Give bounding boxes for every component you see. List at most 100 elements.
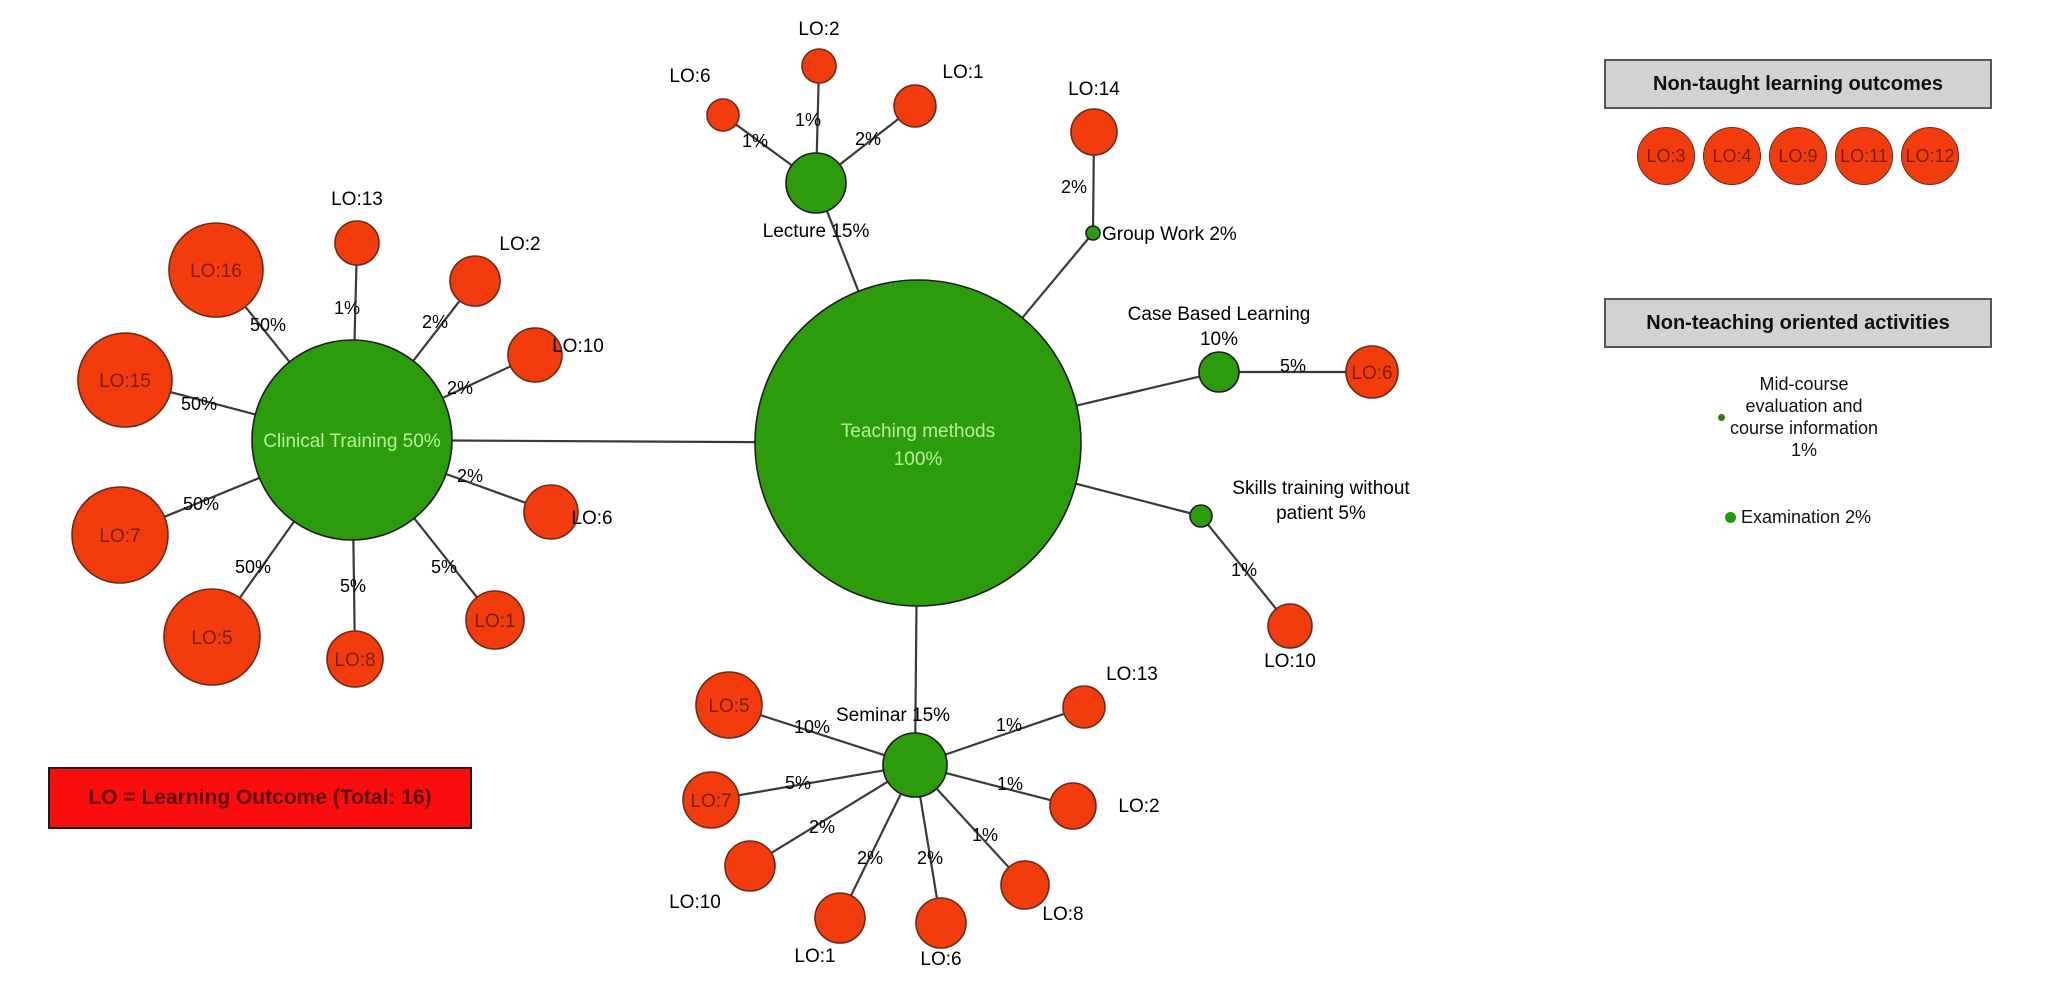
edge-seminar-to-outcome-20 — [919, 796, 939, 899]
mid-course-line-3: course information — [1729, 417, 1879, 438]
edge-percent-label-11: 1% — [795, 110, 821, 130]
mid-course-line-4: 1% — [1790, 439, 1817, 460]
edge-percent-label-23: 1% — [996, 715, 1022, 735]
edge-percent-label-21: 1% — [972, 825, 998, 845]
edge-clinical-to-outcome-6 — [442, 365, 511, 399]
edge-percent-label-15: 1% — [1231, 560, 1257, 580]
edge-percent-label-4: 1% — [334, 298, 360, 318]
edge-lecture-to-outcome-10 — [735, 123, 793, 167]
edge-percent-label-18: 2% — [809, 817, 835, 837]
legend-chip-lo-9[interactable]: LO:9 — [1769, 127, 1827, 185]
legend-non-taught-chips: LO:3 LO:4 LO:9 LO:11 LO:12 — [1604, 127, 1992, 185]
edge-groupwork-to-outcome-13 — [1091, 154, 1095, 227]
edge-center-to-seminar — [914, 605, 918, 734]
outcome-node-lo-2-11[interactable] — [801, 48, 837, 84]
edge-percent-label-8: 5% — [431, 557, 457, 577]
outcome-node-lo-13-4[interactable] — [334, 220, 380, 266]
legend-item-examination-label: Examination 2% — [1740, 506, 1872, 527]
method-label-skills: Skills training without patient 5% — [1232, 478, 1410, 524]
legend-chip-label: LO:4 — [1712, 145, 1752, 166]
edge-lecture-to-outcome-11 — [815, 82, 820, 154]
method-node-skills[interactable] — [1189, 504, 1213, 528]
edge-percent-label-3: 50% — [235, 557, 271, 577]
edge-percent-label-16: 10% — [794, 717, 830, 737]
outcome-node-lo-6-10[interactable] — [706, 98, 740, 132]
outcome-node-lo-1-8[interactable] — [465, 590, 525, 650]
edge-percent-label-14: 5% — [1280, 356, 1306, 376]
lo-definition-text: LO = Learning Outcome (Total: 16) — [88, 786, 432, 809]
edge-center-to-clinical — [451, 439, 756, 444]
center-node-teaching-methods[interactable] — [754, 279, 1082, 607]
legend-chip-label: LO:11 — [1840, 145, 1888, 166]
edge-clinical-to-outcome-9 — [352, 539, 356, 632]
small-green-dot-icon — [1717, 414, 1725, 422]
outcome-label-7: LO:6 — [571, 508, 612, 529]
edge-center-to-skills — [1075, 482, 1191, 515]
outcome-node-lo-1-12[interactable] — [893, 84, 937, 128]
legend-chip-lo-4[interactable]: LO:4 — [1703, 127, 1761, 185]
edge-percent-label-12: 2% — [855, 129, 881, 149]
edge-skills-to-outcome-15 — [1207, 523, 1278, 610]
lo-definition-legend: LO = Learning Outcome (Total: 16) — [48, 767, 472, 829]
outcome-node-lo-8-21[interactable] — [1000, 860, 1050, 910]
outcome-node-lo-10-6[interactable] — [507, 327, 563, 383]
outcome-node-lo-5-3[interactable] — [163, 588, 261, 686]
outcome-node-lo-2-22[interactable] — [1049, 782, 1097, 830]
outcome-label-18: LO:10 — [669, 892, 721, 913]
outcome-label-20: LO:6 — [920, 949, 961, 970]
legend-non-taught: Non-taught learning outcomes LO:3 LO:4 LO:… — [1604, 59, 1992, 185]
method-node-lecture[interactable] — [785, 152, 847, 214]
outcome-node-lo-15-1[interactable] — [77, 332, 173, 428]
edge-seminar-to-outcome-17 — [738, 769, 884, 797]
outcome-label-15: LO:10 — [1264, 651, 1316, 672]
edge-clinical-to-outcome-5 — [412, 300, 461, 362]
legend-item-mid-course: Mid-course evaluation and course informa… — [1604, 374, 1992, 462]
legend-item-mid-course-label: Mid-course evaluation and course informa… — [1730, 374, 1878, 462]
outcome-node-lo-13-23[interactable] — [1062, 685, 1106, 729]
method-node-cbl[interactable] — [1198, 351, 1240, 393]
outcome-node-lo-14-13[interactable] — [1070, 108, 1118, 156]
method-node-seminar[interactable] — [882, 732, 948, 798]
outcome-node-lo-7-2[interactable] — [71, 486, 169, 584]
edge-layer — [164, 82, 1346, 899]
legend-chip-lo-3[interactable]: LO:3 — [1637, 127, 1695, 185]
outcome-node-lo-5-16[interactable] — [695, 671, 763, 739]
method-label-seminar: Seminar 15% — [836, 705, 950, 726]
outcome-node-lo-7-17[interactable] — [682, 771, 740, 829]
medium-green-dot-icon — [1724, 511, 1736, 523]
outcome-node-lo-6-7[interactable] — [523, 484, 579, 540]
outcome-node-lo-8-9[interactable] — [326, 630, 384, 688]
method-node-groupwork[interactable] — [1085, 225, 1101, 241]
edge-lecture-to-outcome-12 — [839, 118, 900, 166]
method-label-lecture: Lecture 15% — [763, 221, 870, 242]
edge-percent-label-20: 2% — [917, 848, 943, 868]
outcome-node-lo-16-0[interactable] — [168, 222, 264, 318]
outcome-node-lo-10-15[interactable] — [1267, 603, 1313, 649]
outcome-label-9: LO:8 — [334, 650, 375, 671]
edge-percent-label-9: 5% — [340, 576, 366, 596]
edge-center-to-lecture — [825, 210, 860, 292]
edge-percent-label-22: 1% — [997, 774, 1023, 794]
legend-non-teaching-title: Non-teaching oriented activities — [1604, 298, 1992, 348]
edge-percent-label-19: 2% — [857, 848, 883, 868]
edge-seminar-to-outcome-19 — [850, 793, 902, 897]
outcome-label-11: LO:2 — [798, 19, 839, 40]
edge-percent-label-13: 2% — [1061, 177, 1087, 197]
method-label-clinical: Clinical Training 50% — [263, 431, 441, 452]
center-node-label: Teaching methods 100% — [841, 421, 995, 470]
edge-seminar-to-outcome-21 — [935, 787, 1010, 869]
legend-chip-lo-12[interactable]: LO:12 — [1901, 127, 1959, 185]
outcome-node-lo-6-20[interactable] — [915, 897, 967, 949]
outcome-node-lo-1-19[interactable] — [814, 892, 866, 944]
legend-chip-lo-11[interactable]: LO:11 — [1835, 127, 1893, 185]
outcome-label-21: LO:8 — [1042, 904, 1083, 925]
outcome-node-lo-10-18[interactable] — [724, 840, 776, 892]
edge-clinical-to-outcome-0 — [244, 306, 291, 363]
outcome-node-lo-2-5[interactable] — [449, 255, 501, 307]
method-node-clinical[interactable] — [251, 339, 453, 541]
outcome-node-lo-6-14[interactable] — [1345, 345, 1399, 399]
legend-chip-label: LO:9 — [1778, 145, 1818, 166]
edge-percent-label-17: 5% — [785, 773, 811, 793]
